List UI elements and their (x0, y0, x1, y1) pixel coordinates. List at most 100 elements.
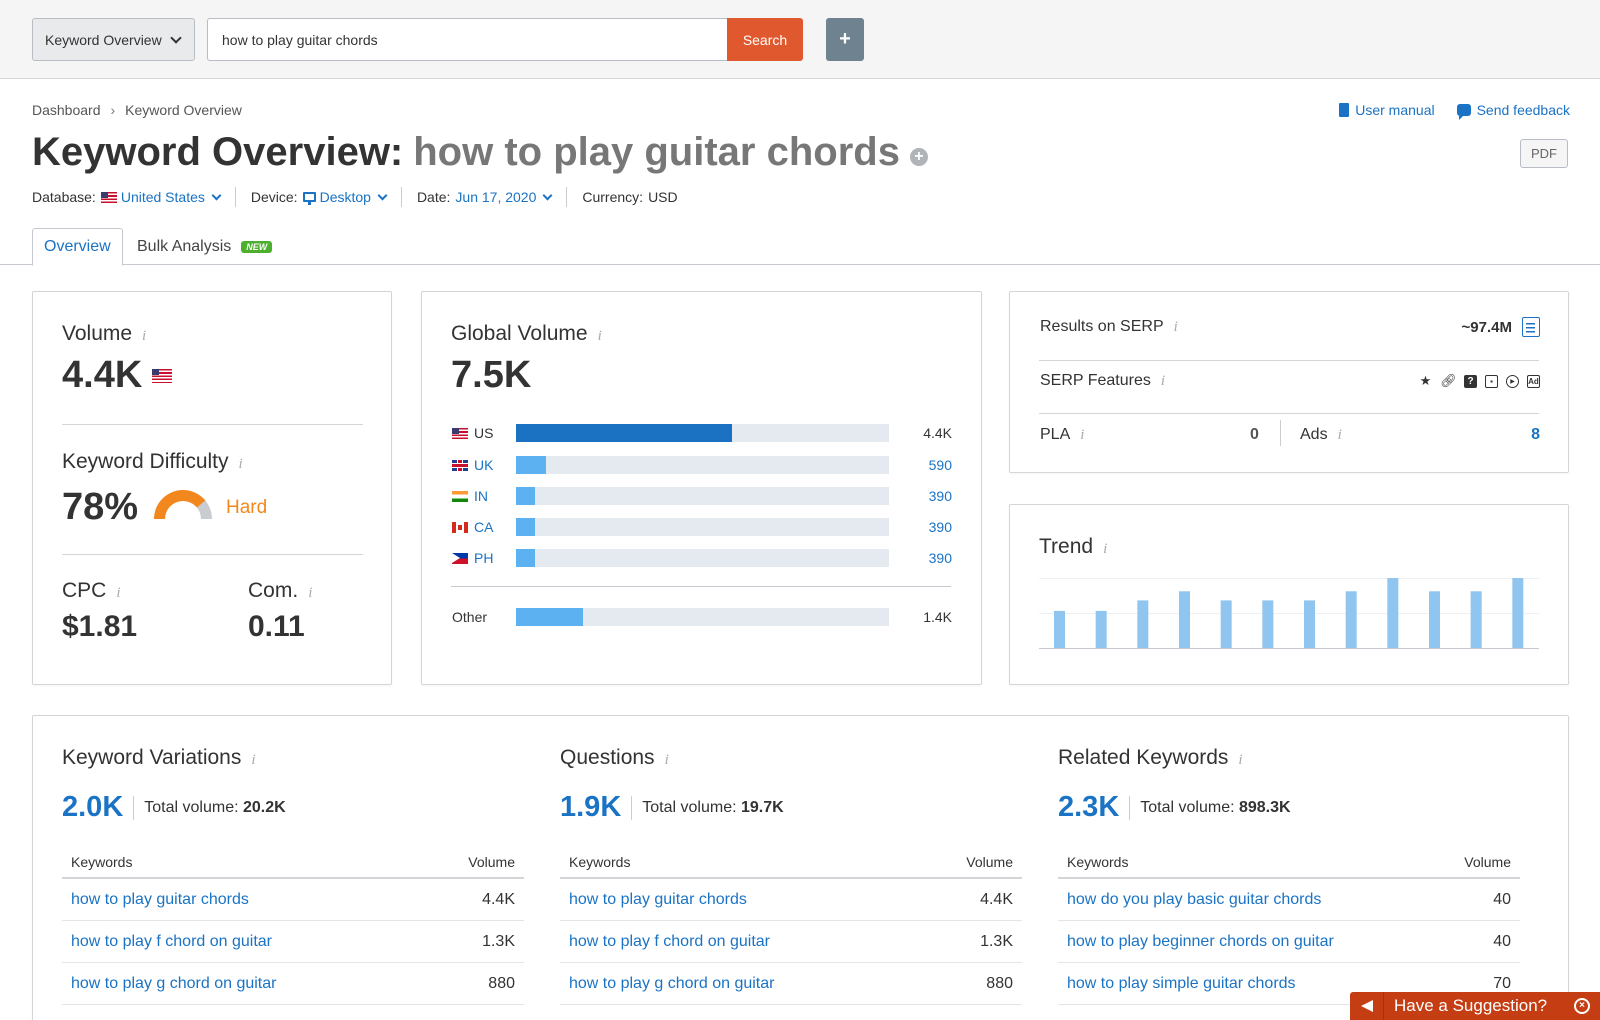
section-title: Related Keywords i (1058, 746, 1243, 770)
trend-chart (1039, 578, 1539, 649)
database-select[interactable]: United States (100, 189, 222, 205)
breadcrumb-dashboard[interactable]: Dashboard (32, 102, 101, 118)
search-button[interactable]: Search (727, 18, 803, 61)
trend-bar[interactable] (1179, 591, 1190, 648)
country-code: CA (474, 519, 494, 535)
info-icon[interactable]: i (142, 328, 147, 344)
difficulty-gauge (154, 490, 212, 519)
image-icon[interactable]: ▪ (1485, 374, 1498, 388)
keyword-link[interactable]: how to play g chord on guitar (71, 974, 277, 992)
ads-value[interactable]: 8 (1531, 426, 1540, 443)
trend-bar[interactable] (1470, 591, 1482, 648)
serp-features-label: SERP Features (1040, 372, 1151, 389)
device-select[interactable]: Desktop (302, 189, 388, 205)
star-icon[interactable]: ★ (1419, 373, 1432, 388)
volume-bar-fill (516, 456, 546, 474)
keyword-link[interactable]: how to play g chord on guitar (569, 974, 775, 992)
tool-select-label: Keyword Overview (45, 31, 162, 48)
info-icon[interactable]: i (597, 328, 602, 344)
tab-overview[interactable]: Overview (32, 228, 123, 266)
country-volume[interactable]: 590 (928, 457, 952, 473)
add-to-list-icon[interactable]: + (909, 147, 928, 166)
volume-bar-fill (516, 549, 535, 567)
column-keywords[interactable]: Keywords (71, 853, 133, 870)
country-label[interactable]: CA (452, 519, 504, 535)
volume-bar-track (516, 456, 889, 474)
tab-bulk-analysis[interactable]: Bulk Analysis NEW (126, 228, 283, 266)
keyword-volume: 880 (488, 974, 515, 992)
trend-bar[interactable] (1429, 591, 1440, 648)
info-icon[interactable]: i (1080, 426, 1085, 443)
trend-bar[interactable] (1304, 600, 1315, 648)
keyword-link[interactable]: how to play f chord on guitar (569, 932, 771, 950)
trend-bar[interactable] (1137, 600, 1149, 648)
trend-bar[interactable] (1095, 610, 1107, 648)
keyword-link[interactable]: how to play f chord on guitar (71, 932, 273, 950)
close-icon[interactable]: × (1574, 998, 1590, 1014)
column-volume[interactable]: Volume (1464, 853, 1511, 870)
trend-bar[interactable] (1262, 600, 1274, 648)
trend-bar[interactable] (1512, 578, 1524, 648)
link-icon[interactable]: 🔗︎ (1440, 373, 1457, 388)
report-settings: Database: United States Device: Desktop … (32, 187, 678, 207)
info-icon[interactable]: i (308, 585, 313, 601)
trend-bar[interactable] (1345, 591, 1357, 648)
info-icon[interactable]: i (116, 585, 121, 601)
global-volume-value: 7.5K (451, 354, 532, 396)
add-keyword-button[interactable]: + (826, 18, 864, 61)
serp-snapshot-icon[interactable] (1522, 317, 1540, 337)
section-count[interactable]: 2.3K (1058, 791, 1120, 823)
user-manual-link[interactable]: User manual (1339, 102, 1435, 118)
divider (133, 795, 135, 820)
keyword-link[interactable]: how to play guitar chords (71, 890, 249, 908)
trend-bar[interactable] (1054, 610, 1065, 648)
info-icon[interactable]: i (1337, 427, 1342, 443)
video-icon[interactable]: ▶ (1506, 374, 1519, 388)
country-volume[interactable]: 390 (928, 550, 952, 566)
table-header: Keywords Volume (560, 846, 1022, 879)
keyword-link[interactable]: how do you play basic guitar chords (1067, 890, 1322, 908)
info-icon[interactable]: i (664, 752, 669, 768)
column-volume[interactable]: Volume (966, 853, 1013, 870)
date-select[interactable]: Jun 17, 2020 (455, 189, 553, 205)
new-badge: NEW (241, 241, 273, 253)
column-volume[interactable]: Volume (468, 853, 515, 870)
info-icon[interactable]: i (251, 752, 256, 768)
trend-bar[interactable] (1387, 578, 1399, 648)
tool-select-dropdown[interactable]: Keyword Overview (32, 18, 195, 61)
column-keywords[interactable]: Keywords (569, 853, 631, 870)
question-icon[interactable]: ? (1464, 374, 1477, 388)
keyword-link[interactable]: how to play beginner chords on guitar (1067, 932, 1334, 950)
section-count[interactable]: 1.9K (560, 791, 622, 823)
country-label[interactable]: PH (452, 550, 504, 566)
pdf-export-button[interactable]: PDF (1520, 139, 1568, 168)
keyword-volume: 1.3K (482, 932, 515, 950)
info-icon[interactable]: i (1238, 752, 1243, 768)
volume-card: Volume i 4.4K Keyword Difficulty i 78% H… (32, 291, 392, 685)
info-icon[interactable]: i (238, 456, 243, 472)
database-value: United States (120, 189, 205, 205)
info-icon[interactable]: i (1173, 318, 1178, 335)
country-volume[interactable]: 390 (928, 519, 952, 535)
results-on-serp-row: Results on SERP i ~97.4M (1040, 316, 1540, 338)
section-stats: 2.0K Total volume: 20.2K (62, 791, 286, 824)
trend-bar[interactable] (1220, 600, 1232, 648)
send-feedback-link[interactable]: Send feedback (1456, 102, 1570, 120)
info-icon[interactable]: i (1160, 372, 1166, 389)
suggestion-widget[interactable]: Have a Suggestion? × (1350, 992, 1600, 1020)
column-keywords[interactable]: Keywords (1067, 853, 1129, 870)
ad-icon[interactable]: Ad (1527, 374, 1540, 388)
country-volume[interactable]: 390 (928, 488, 952, 504)
country-label[interactable]: UK (452, 457, 504, 473)
keyword-volume: 40 (1493, 890, 1511, 908)
uk-flag-icon (452, 459, 468, 471)
keyword-link[interactable]: how to play simple guitar chords (1067, 974, 1296, 992)
keyword-link[interactable]: how to play guitar chords (569, 890, 747, 908)
database-setting: Database: United States (32, 189, 222, 205)
monitor-icon (302, 192, 316, 205)
keyword-search-input[interactable] (207, 18, 728, 61)
country-label[interactable]: IN (452, 488, 504, 504)
tab-bulk-analysis-label: Bulk Analysis (137, 238, 232, 255)
section-count[interactable]: 2.0K (62, 791, 124, 823)
info-icon[interactable]: i (1103, 541, 1108, 557)
